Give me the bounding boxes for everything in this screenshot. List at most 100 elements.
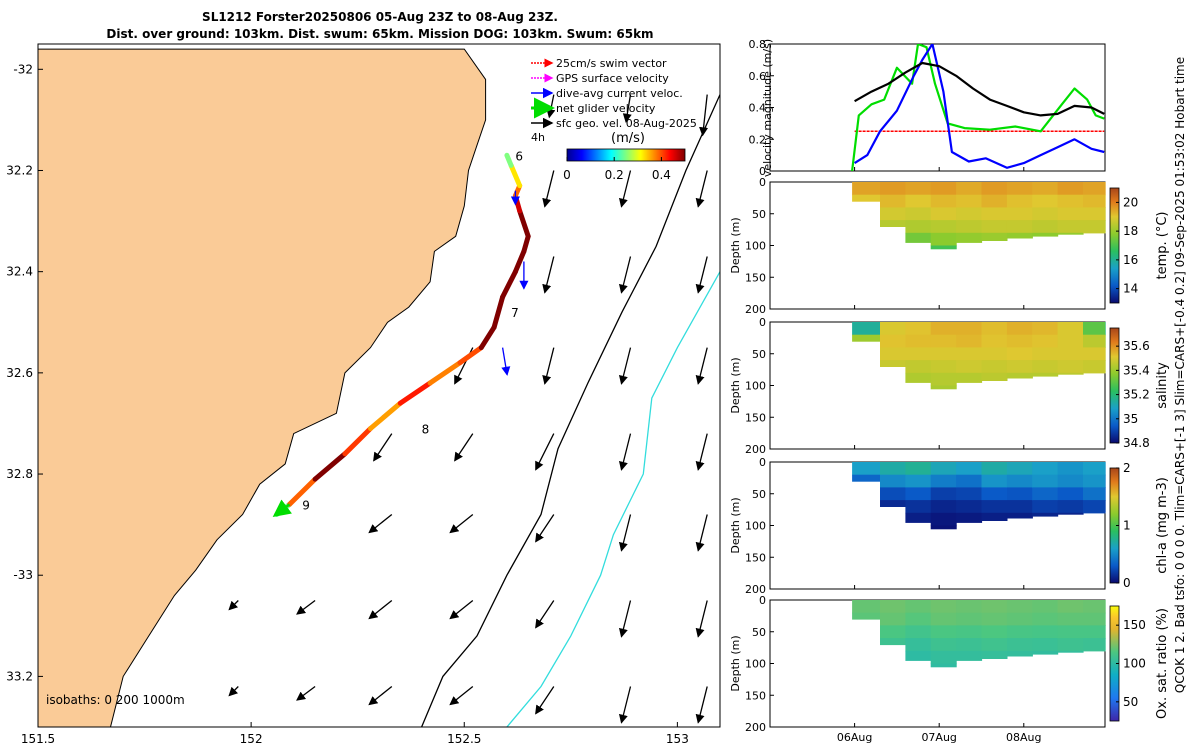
section-cell-1-0-3 (930, 322, 957, 336)
section-y-tick-label-3-3: 150 (745, 689, 766, 702)
section-cell-0-1-5 (981, 194, 1008, 208)
section-cell-3-0-6 (1006, 600, 1033, 614)
track-label-1: 7 (511, 306, 519, 320)
section-cell-3-1-4 (956, 612, 983, 626)
section-cell-2-1-5 (981, 474, 1008, 488)
section-cell-1-4-5 (981, 372, 1008, 381)
track-segment-13 (517, 208, 531, 239)
side-caption: QCOK 1 2. Bad tsfo: 0 0 0 0. Tlim=CARS+[… (1173, 57, 1187, 693)
section-cell-1-2-3 (930, 347, 957, 361)
velocity-series-2 (854, 44, 1105, 169)
section-cell-2-4-4 (956, 512, 983, 523)
section-colorbar-label-2: chl-a (mg m-3) (1155, 477, 1170, 574)
section-cell-0-3-5 (981, 220, 1008, 234)
geo-vector-1-6 (695, 170, 708, 208)
section-cell-0-0-6 (1006, 182, 1033, 196)
section-cell-0-1-10 (1105, 194, 1106, 208)
section-cell-3-3-3 (930, 638, 957, 652)
geo-vector-7-4 (535, 686, 555, 715)
section-cell-2-3-10 (1105, 500, 1106, 513)
section-cell-1-2-7 (1032, 347, 1059, 361)
section-cell-1-4-6 (1006, 372, 1033, 379)
section-cbar-tick-label-1-2: 35.2 (1123, 388, 1150, 402)
section-cell-2-1-6 (1006, 474, 1033, 488)
geostrophic-vectors (228, 94, 709, 724)
legend-dive-label: dive-avg current veloc. (556, 87, 683, 100)
section-colorbar-label-1: salinity (1155, 362, 1170, 409)
speed-colorbar: (m/s) 0 0.2 0.4 (563, 131, 686, 182)
section-cell-3-0-4 (956, 600, 983, 614)
section-cell-3-1-5 (981, 612, 1008, 626)
section-cell-2-3-3 (930, 500, 957, 514)
section-cell-1-0-2 (905, 322, 932, 336)
section-cell-3-5-3 (930, 663, 957, 668)
geo-vector-4-2 (373, 433, 393, 462)
time-axis: 06Aug 07Aug 08Aug (837, 167, 1042, 744)
section-cell-0-3-4 (956, 220, 983, 234)
section-cell-0-3-2 (905, 220, 932, 234)
section-cell-1-1-1 (880, 334, 906, 348)
section-cell-3-2-6 (1006, 625, 1033, 639)
section-cell-2-2-10 (1105, 487, 1106, 501)
section-cell-0-3-3 (930, 220, 957, 234)
section-cell-0-3-7 (1032, 220, 1059, 234)
section-cell-0-0-9 (1083, 182, 1106, 196)
section-cell-3-4-8 (1057, 650, 1084, 653)
section-cell-3-1-10 (1105, 612, 1106, 626)
track-segment-16 (508, 162, 523, 189)
track-segment-10 (500, 269, 518, 300)
section-cell-2-3-4 (956, 500, 983, 514)
section-cell-1-2-4 (956, 347, 983, 361)
section-cell-3-0-5 (981, 600, 1008, 614)
section-cells-3 (852, 600, 1106, 668)
isobath-200m (421, 94, 720, 727)
section-cell-2-3-6 (1006, 500, 1033, 514)
section-cell-1-4-2 (905, 372, 932, 383)
section-cell-3-2-5 (981, 625, 1008, 639)
section-cell-1-3-10 (1105, 360, 1106, 373)
section-cell-2-4-7 (1032, 512, 1059, 517)
section-cell-1-4-4 (956, 372, 983, 383)
section-cell-1-0-5 (981, 322, 1008, 336)
section-cell-3-1-2 (905, 612, 932, 626)
track-segment-12 (521, 233, 531, 254)
legend-gps-label: GPS surface velocity (556, 72, 669, 85)
section-cell-2-1-9 (1083, 474, 1106, 488)
section-cell-2-1-0 (852, 474, 881, 482)
geo-vector-6-1 (296, 599, 316, 615)
section-cell-2-5-3 (930, 525, 957, 530)
geo-vector-1-4 (542, 170, 555, 208)
section-cell-3-3-9 (1083, 638, 1106, 652)
section-cell-1-1-5 (981, 334, 1008, 348)
figure-subtitle: Dist. over ground: 103km. Dist. swum: 65… (106, 27, 653, 41)
section-cbar-tick-label-3-2: 150 (1123, 618, 1146, 632)
section-cell-2-0-4 (956, 462, 983, 476)
section-cell-1-2-9 (1083, 347, 1106, 361)
section-cell-3-0-10 (1105, 600, 1106, 614)
speed-cbar-tick-label-0: 0 (563, 168, 571, 182)
section-colorbar-label-0: temp. (°C) (1155, 212, 1170, 280)
track-segment-4 (368, 400, 403, 431)
section-cell-0-4-6 (1006, 232, 1033, 239)
geo-vector-7-3 (449, 685, 474, 706)
section-y-tick-label-3-2: 100 (745, 658, 766, 671)
section-cells-0 (852, 182, 1106, 250)
section-cell-2-3-7 (1032, 500, 1059, 514)
section-cell-2-1-7 (1032, 474, 1059, 488)
section-cell-3-2-4 (956, 625, 983, 639)
map-frame (37, 43, 721, 728)
section-cells-2 (852, 462, 1106, 530)
section-cell-3-4-6 (1006, 650, 1033, 657)
section-cell-1-1-6 (1006, 334, 1033, 348)
section-panel-1: 0 50 100 150 200 Depth (m) 34.8 35 35.2 35.4 35.6 s… (729, 316, 1170, 456)
section-cbar-tick-label-0-0: 14 (1123, 282, 1138, 296)
section-cell-1-2-8 (1057, 347, 1084, 361)
section-cell-0-1-1 (880, 194, 906, 208)
section-cell-1-0-6 (1006, 322, 1033, 336)
section-cbar-tick-label-0-2: 18 (1123, 224, 1138, 238)
section-cell-3-4-3 (930, 650, 957, 665)
section-y-tick-label-2-2: 100 (745, 520, 766, 533)
geo-vector-1-5 (618, 170, 632, 208)
